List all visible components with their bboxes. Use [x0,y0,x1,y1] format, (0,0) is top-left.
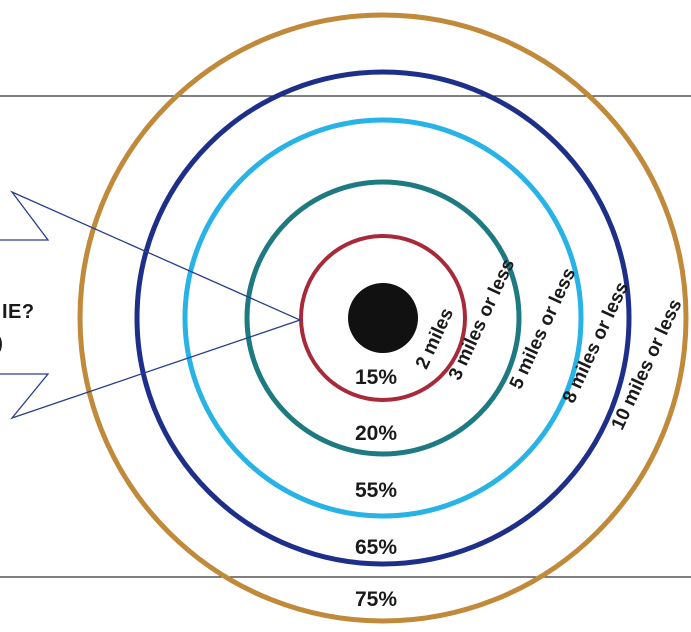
callout-shape [0,190,302,420]
ring-3-miles [244,179,522,457]
center-dot [348,283,418,353]
percent-label-5-miles: 55% [355,479,397,502]
percent-label-3-miles: 20% [355,422,397,445]
ring-2-miles [299,234,467,402]
percent-label-10-miles: 75% [355,588,397,611]
ring-5-miles [182,117,584,519]
callout-title-fragment: IE? [2,301,35,323]
percent-label-2-miles: 15% [355,366,397,389]
distance-label-8-miles: 8 miles or less [559,279,633,407]
distance-label-3-miles: 3 miles or less [445,256,519,384]
ring-8-miles [134,69,632,567]
callout-sub-fragment: ) [0,330,3,355]
percent-label-8-miles: 65% [355,536,397,559]
ring-10-miles [77,12,689,624]
